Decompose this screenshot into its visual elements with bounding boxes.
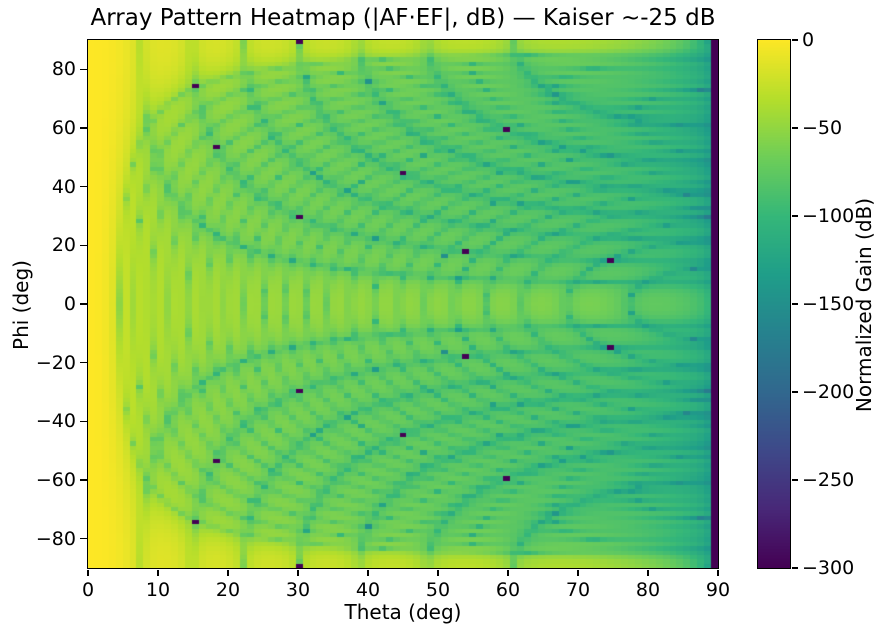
y-tick-mark <box>80 420 87 423</box>
y-tick-mark <box>80 127 87 129</box>
colorbar-tick-label: −150 <box>802 293 855 315</box>
x-tick-mark <box>577 569 579 576</box>
y-tick-mark <box>80 479 87 481</box>
colorbar-tick-mark <box>791 479 798 481</box>
x-tick-mark <box>87 569 89 576</box>
x-tick-mark <box>227 569 229 576</box>
x-tick-mark <box>647 569 649 576</box>
x-tick-mark <box>437 569 439 576</box>
y-tick-mark <box>80 68 87 71</box>
colorbar-tick-mark <box>791 567 798 569</box>
y-tick-mark <box>80 537 87 540</box>
colorbar-tick-mark <box>791 303 798 305</box>
colorbar-tick-label: −250 <box>802 469 855 491</box>
colorbar-tick-mark <box>791 39 798 41</box>
y-tick-label: −80 <box>35 527 76 550</box>
x-tick-label: 10 <box>145 579 171 601</box>
colorbar <box>756 38 791 569</box>
y-tick-label: −20 <box>35 351 76 374</box>
chart-title: Array Pattern Heatmap (|AF·EF|, dB) — Ka… <box>90 5 716 31</box>
x-tick-label: 30 <box>285 579 311 601</box>
colorbar-tick-mark <box>791 391 798 393</box>
x-tick-mark <box>507 569 509 576</box>
colorbar-tick-label: −300 <box>802 557 855 579</box>
x-tick-label: 0 <box>81 579 95 601</box>
colorbar-tick-mark <box>791 127 798 129</box>
colorbar-tick-label: −200 <box>802 381 855 403</box>
y-tick-mark <box>80 361 87 364</box>
y-tick-label: 60 <box>51 117 76 139</box>
x-tick-label: 70 <box>565 579 591 601</box>
x-axis-label: Theta (deg) <box>344 600 462 624</box>
y-tick-label: 40 <box>51 175 76 198</box>
y-tick-mark <box>80 244 87 247</box>
y-tick-label: −60 <box>35 469 76 491</box>
colorbar-gradient-canvas <box>757 39 790 568</box>
y-tick-mark <box>80 303 87 305</box>
x-tick-label: 80 <box>635 579 661 601</box>
y-tick-label: −40 <box>35 410 76 433</box>
heatmap-canvas <box>87 39 718 568</box>
x-tick-label: 40 <box>355 579 381 601</box>
plot-area <box>86 38 719 569</box>
y-tick-mark <box>80 185 87 188</box>
y-tick-label: 80 <box>51 58 76 81</box>
y-tick-label: 20 <box>51 234 76 257</box>
x-tick-label: 20 <box>215 579 241 601</box>
x-tick-mark <box>157 569 159 576</box>
x-tick-mark <box>717 569 719 576</box>
colorbar-tick-label: −100 <box>802 205 855 227</box>
colorbar-tick-label: 0 <box>802 29 815 51</box>
colorbar-tick-label: −50 <box>802 117 843 139</box>
colorbar-tick-mark <box>791 215 798 217</box>
x-tick-label: 50 <box>425 579 451 601</box>
y-tick-label: 0 <box>63 293 76 315</box>
x-tick-label: 90 <box>705 579 731 601</box>
x-tick-mark <box>297 569 299 576</box>
x-tick-label: 60 <box>495 579 521 601</box>
x-tick-mark <box>367 569 369 576</box>
